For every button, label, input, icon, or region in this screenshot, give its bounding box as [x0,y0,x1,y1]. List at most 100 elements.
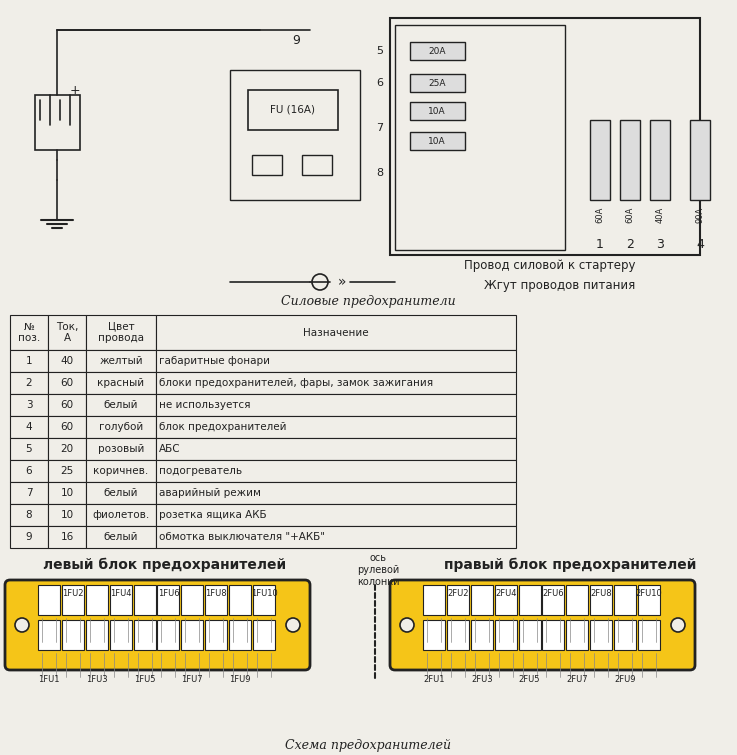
Bar [10,438,48,460]
Bar [158,620,180,650]
Text: 8: 8 [26,510,32,520]
Bar [133,585,156,615]
Text: 6: 6 [376,78,383,88]
Text: 40: 40 [60,356,74,366]
Bar [542,620,565,650]
Text: Схема предохранителей: Схема предохранителей [285,738,451,751]
Text: 9: 9 [26,532,32,542]
Bar [620,120,640,200]
Bar [10,372,48,394]
Text: 10А: 10А [428,137,446,146]
Text: FU (16A): FU (16A) [270,105,315,115]
Text: +: + [70,84,80,97]
Bar [590,120,610,200]
Text: 60А: 60А [595,207,604,223]
Text: красный: красный [97,378,144,388]
Bar [86,416,156,438]
Text: белый: белый [104,488,139,498]
Text: 9: 9 [292,33,300,47]
Text: 10: 10 [60,488,74,498]
Bar [447,585,469,615]
Bar [48,372,86,394]
Bar [10,504,48,526]
Text: »: » [338,275,346,289]
Bar [519,585,541,615]
Text: 2: 2 [626,239,634,251]
Text: 1: 1 [596,239,604,251]
Text: 2FU7: 2FU7 [567,676,588,685]
Text: 25: 25 [60,466,74,476]
Text: Ток,
А: Ток, А [56,322,78,344]
Text: 1FU6: 1FU6 [158,588,179,597]
Text: левый блок предохранителей: левый блок предохранителей [43,558,287,572]
Circle shape [15,618,29,632]
FancyBboxPatch shape [390,580,695,670]
Bar [252,155,282,175]
Bar [86,526,156,548]
Text: 1FU1: 1FU1 [38,676,60,685]
Bar [86,372,156,394]
Bar [10,315,48,350]
Text: 60А: 60А [626,207,635,223]
Bar [395,25,565,250]
Bar [156,372,516,394]
Text: 90А: 90А [696,207,705,223]
Bar [638,585,660,615]
Bar [471,585,493,615]
Text: 7: 7 [26,488,32,498]
Text: розетка ящика АКБ: розетка ящика АКБ [159,510,267,520]
Text: 60: 60 [60,422,74,432]
Bar [10,460,48,482]
Circle shape [286,618,300,632]
Bar [229,585,251,615]
Text: не используется: не используется [159,400,251,410]
Text: Силовые предохранители: Силовые предохранители [281,295,455,309]
Bar [86,394,156,416]
Bar [156,482,516,504]
Bar [48,460,86,482]
Bar [62,620,84,650]
Bar [133,620,156,650]
Bar [181,585,203,615]
Bar [590,620,612,650]
Bar [650,120,670,200]
Bar [86,315,156,350]
Bar [410,132,465,150]
Bar [35,95,80,150]
Text: фиолетов.: фиолетов. [92,510,150,520]
Bar [156,394,516,416]
Bar [690,120,710,200]
Bar [48,315,86,350]
Bar [253,585,275,615]
Text: 20: 20 [60,444,74,454]
Bar [110,620,132,650]
Bar [48,350,86,372]
Bar [614,620,636,650]
Bar [38,620,60,650]
Text: белый: белый [104,400,139,410]
Circle shape [312,274,328,290]
Bar [86,460,156,482]
Text: 3: 3 [26,400,32,410]
Text: 5: 5 [376,46,383,56]
Text: 10А: 10А [428,106,446,116]
Bar [48,394,86,416]
Bar [410,42,465,60]
Bar [614,585,636,615]
Text: 20А: 20А [428,47,446,56]
Text: 60: 60 [60,400,74,410]
Text: блок предохранителей: блок предохранителей [159,422,287,432]
Bar [542,585,565,615]
Bar [156,526,516,548]
Bar [206,620,227,650]
Text: 7: 7 [376,123,383,133]
FancyBboxPatch shape [5,580,310,670]
Bar [156,438,516,460]
Bar [156,416,516,438]
Text: Назначение: Назначение [303,328,368,337]
Bar [48,416,86,438]
Bar [86,438,156,460]
Bar [86,482,156,504]
Text: 1FU5: 1FU5 [134,676,156,685]
Text: 2FU3: 2FU3 [471,676,492,685]
